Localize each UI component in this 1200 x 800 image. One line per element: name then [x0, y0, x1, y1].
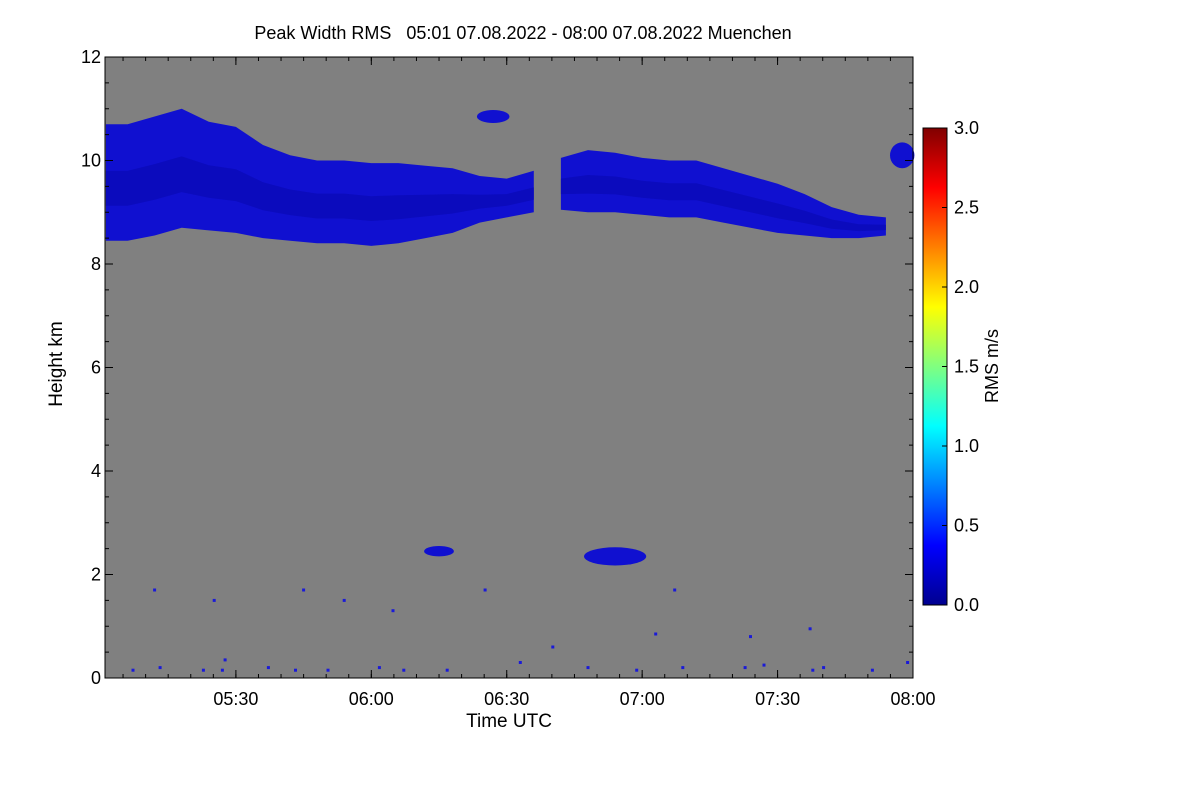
noise-point	[153, 588, 157, 592]
noise-point	[131, 668, 135, 672]
cloud-layer-core	[105, 156, 534, 221]
noise-point	[654, 632, 658, 636]
noise-point	[223, 658, 227, 662]
noise-point	[377, 666, 381, 670]
y-tick-label: 0	[91, 668, 101, 688]
y-tick-label: 6	[91, 358, 101, 378]
colorbar-tick-label: 2.5	[954, 198, 979, 218]
signal-patch	[476, 110, 510, 123]
signal-patch	[424, 546, 454, 557]
noise-point	[586, 666, 590, 670]
noise-point	[870, 668, 874, 672]
x-tick-label: 06:30	[484, 689, 529, 709]
noise-point	[220, 668, 224, 672]
signal-patch	[890, 142, 915, 169]
y-tick-label: 8	[91, 254, 101, 274]
noise-point	[762, 663, 766, 667]
y-tick-label: 10	[81, 151, 101, 171]
noise-point	[811, 668, 815, 672]
x-tick-label: 07:00	[620, 689, 665, 709]
noise-point	[402, 668, 406, 672]
noise-point	[749, 635, 752, 639]
x-axis-label: Time UTC	[466, 711, 552, 732]
noise-point	[635, 668, 639, 672]
noise-point	[551, 645, 555, 649]
x-axis: 05:30 06:00 06:30 07:00 07:30 08:00	[122, 57, 936, 709]
noise-point	[673, 588, 677, 592]
noise-point	[445, 668, 449, 672]
y-axis-label: Height km	[46, 321, 67, 407]
y-axis: 0 2 4 6 8 10 12	[81, 47, 913, 688]
signal-patch	[584, 547, 647, 566]
x-tick-label: 06:00	[349, 689, 394, 709]
noise-point	[266, 666, 270, 670]
colorbar-tick-label: 2.0	[954, 277, 979, 297]
noise-point	[681, 666, 685, 670]
colorbar: 0.0 0.5 1.0 1.5 2.0 2.5 3.0	[922, 118, 979, 615]
noise-point	[483, 588, 487, 592]
noise-point	[808, 627, 812, 631]
x-tick-label: 05:30	[213, 689, 258, 709]
noise-point	[906, 661, 910, 664]
colorbar-label: RMS m/s	[982, 329, 1002, 403]
colorbar-tick-label: 1.5	[954, 357, 979, 377]
x-tick-label: 07:30	[755, 689, 800, 709]
noise-point	[391, 609, 395, 613]
noise-point	[518, 661, 522, 664]
plot-area	[104, 56, 915, 679]
colorbar-tick-label: 0.5	[954, 516, 979, 536]
noise-point	[743, 666, 747, 670]
noise-point	[212, 598, 216, 602]
y-tick-label: 4	[91, 461, 101, 481]
colorbar-tick-label: 1.0	[954, 436, 979, 456]
noise-point	[342, 598, 346, 602]
noise-point	[201, 668, 205, 672]
y-tick-label: 2	[91, 565, 101, 585]
colorbar-tick-label: 0.0	[954, 595, 979, 615]
cloud-layer-core	[560, 175, 886, 232]
noise-point	[326, 668, 330, 672]
colorbar-tick-label: 3.0	[954, 118, 979, 138]
noise-point	[822, 666, 826, 670]
x-tick-label: 08:00	[890, 689, 935, 709]
chart-title: Peak Width RMS 05:01 07.08.2022 - 08:00 …	[254, 23, 791, 43]
noise-point	[158, 666, 162, 670]
noise-point	[302, 588, 306, 592]
y-tick-label: 12	[81, 47, 101, 67]
noise-point	[294, 668, 297, 672]
